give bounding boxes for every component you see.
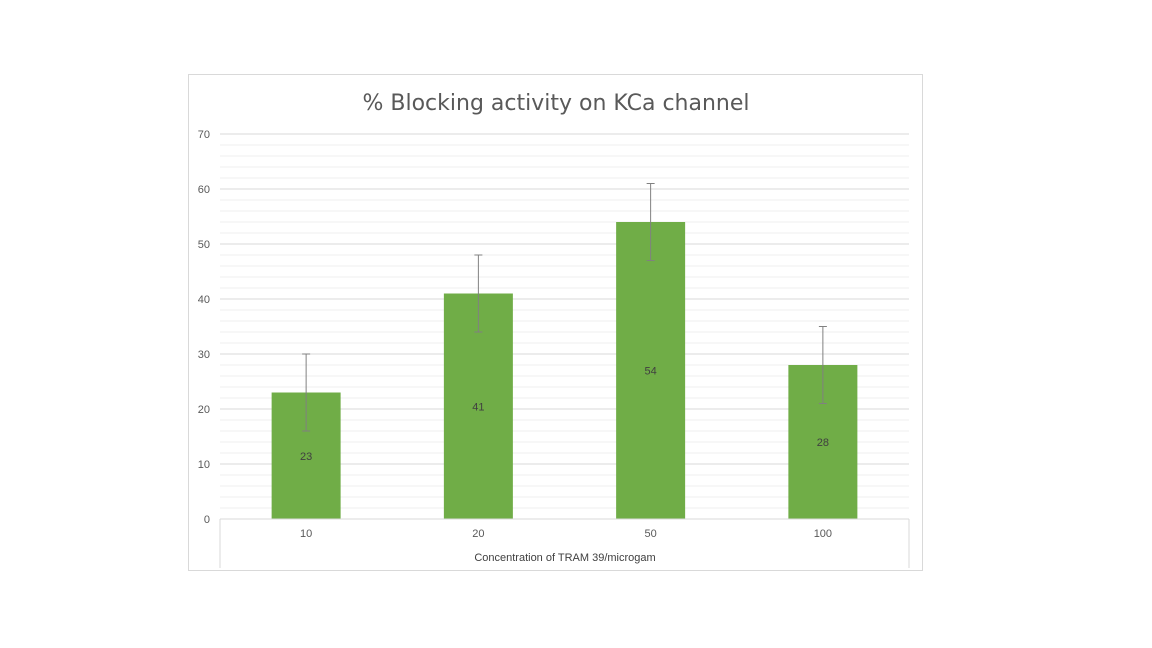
x-tick-label: 100 bbox=[814, 528, 832, 540]
y-tick-label: 70 bbox=[198, 129, 210, 141]
data-label: 54 bbox=[645, 366, 657, 378]
y-tick-label: 40 bbox=[198, 294, 210, 306]
x-tick-label: 50 bbox=[645, 528, 657, 540]
x-tick-label: 10 bbox=[300, 528, 312, 540]
x-tick-label: 20 bbox=[472, 528, 484, 540]
data-label: 41 bbox=[472, 401, 484, 413]
y-axis-ticks: 0 10 20 30 40 50 60 70 bbox=[198, 129, 210, 526]
bar bbox=[616, 222, 686, 519]
bar-chart: % Blocking activity on KCa channel 0 10 20… bbox=[198, 91, 910, 568]
chart-title: % Blocking activity on KCa channel bbox=[362, 91, 749, 116]
y-tick-label: 50 bbox=[198, 239, 210, 251]
x-axis-ticks: 10 20 50 100 bbox=[300, 528, 832, 540]
data-label: 28 bbox=[817, 437, 829, 449]
bars: 23 41 54 28 bbox=[271, 183, 858, 519]
data-label: 23 bbox=[300, 451, 312, 463]
y-tick-label: 30 bbox=[198, 349, 210, 361]
y-tick-label: 10 bbox=[198, 459, 210, 471]
y-tick-label: 20 bbox=[198, 404, 210, 416]
x-axis-label: Concentration of TRAM 39/microgam bbox=[474, 552, 655, 564]
y-tick-label: 0 bbox=[204, 514, 210, 526]
y-tick-label: 60 bbox=[198, 184, 210, 196]
chart-frame: % Blocking activity on KCa channel 0 10 20… bbox=[188, 74, 923, 571]
